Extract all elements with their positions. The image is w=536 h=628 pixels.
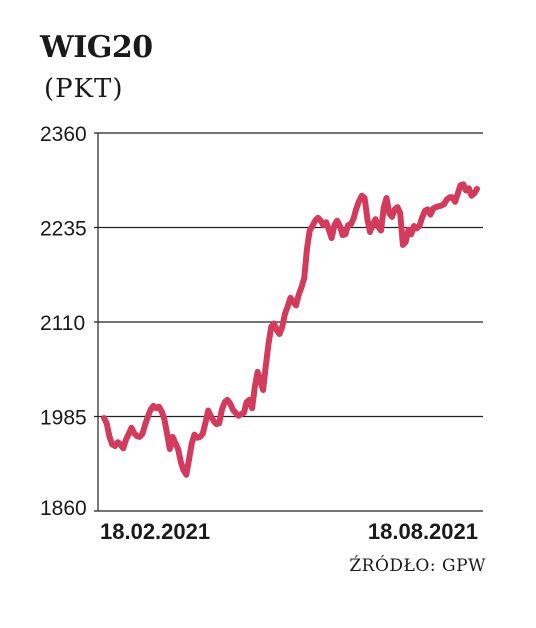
gridlines	[94, 132, 483, 512]
y-tick-label: 1985	[40, 407, 87, 430]
x-axis: 18.02.2021 18.08.2021	[100, 519, 478, 544]
series-line	[101, 181, 480, 478]
y-tick-label: 2110	[40, 312, 85, 335]
x-tick-label: 18.08.2021	[368, 519, 478, 544]
chart-unit: (PKT)	[44, 74, 124, 104]
series-layer	[101, 181, 480, 478]
source-note: ŹRÓDŁO: GPW	[349, 556, 486, 576]
y-tick-label: 1860	[40, 497, 87, 520]
y-tick-label: 2360	[40, 123, 87, 146]
chart-title: WIG20	[40, 30, 153, 65]
x-tick-label: 18.02.2021	[100, 519, 210, 544]
y-axis: 2360 2235 2110 1985 1860	[40, 123, 87, 520]
y-tick-label: 2235	[40, 218, 87, 241]
